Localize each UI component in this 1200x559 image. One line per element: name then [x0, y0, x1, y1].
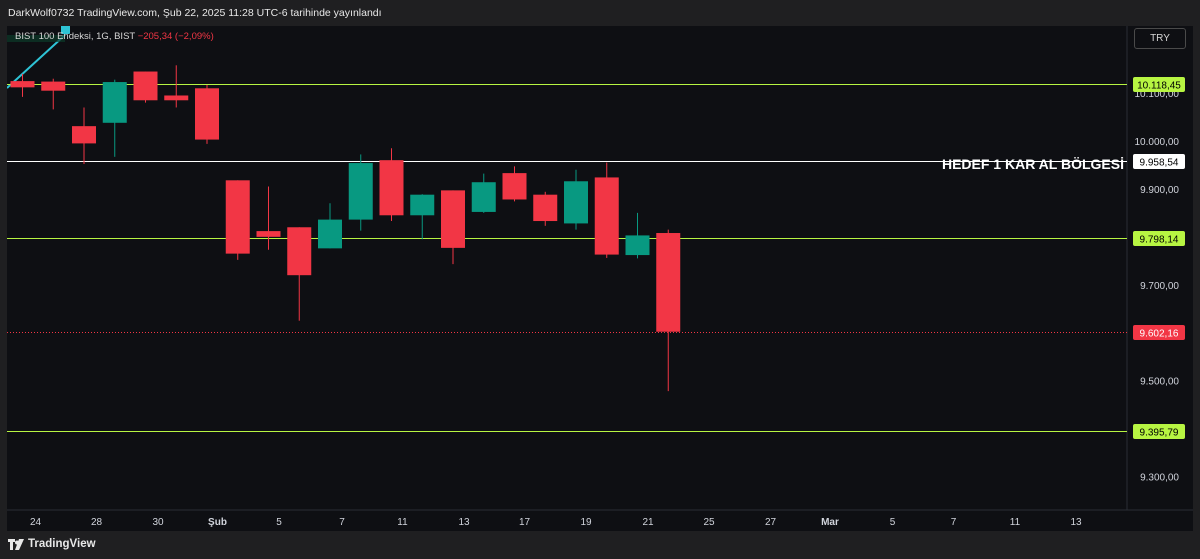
- target-zone-annotation: HEDEF 1 KAR AL BÖLGESİ: [942, 156, 1124, 172]
- x-tick-label: 24: [30, 517, 42, 528]
- level-price-tag: [1133, 424, 1185, 439]
- y-tick-label: 10.100,00: [1135, 89, 1180, 100]
- x-tick-label: 19: [580, 517, 592, 528]
- x-tick-label: Şub: [208, 517, 227, 528]
- y-tick-label: 9.900,00: [1140, 185, 1179, 196]
- candle-body: [471, 182, 496, 212]
- candle-body: [195, 88, 219, 140]
- publication-text: DarkWolf0732 TradingView.com, Şub 22, 20…: [8, 7, 382, 19]
- candle-body: [287, 227, 312, 276]
- indicator-fill: [7, 35, 65, 42]
- legend-symbol: BIST 100 Endeksi, 1G, BIST: [15, 31, 136, 42]
- candle-body: [318, 219, 342, 249]
- y-tick-label: 9.500,00: [1140, 377, 1179, 388]
- x-tick-label: 7: [339, 517, 345, 528]
- level-price-label: 10.118,45: [1137, 81, 1181, 92]
- y-tick-label: 9.300,00: [1140, 472, 1179, 483]
- x-tick-label: 28: [91, 517, 103, 528]
- level-price-label: 9.602,16: [1140, 329, 1179, 340]
- candle-body: [164, 95, 189, 101]
- candle-body: [564, 181, 588, 224]
- chart-legend: BIST 100 Endeksi, 1G, BIST −205,34 (−2,0…: [15, 31, 214, 42]
- publication-header: DarkWolf0732 TradingView.com, Şub 22, 20…: [0, 0, 1200, 26]
- candle-body: [256, 231, 281, 237]
- level-price-label: 9.395,79: [1140, 428, 1179, 439]
- x-tick-label: 11: [397, 517, 408, 528]
- candle-body: [72, 126, 96, 144]
- candle-body: [502, 173, 527, 200]
- footer-brand: TradingView: [28, 538, 96, 550]
- tradingview-logo-icon: [8, 539, 24, 550]
- candle-body: [656, 233, 681, 332]
- x-tick-label: 30: [152, 517, 164, 528]
- price-scale: [1127, 26, 1193, 531]
- candle-body: [441, 190, 465, 248]
- x-tick-label: 21: [642, 517, 654, 528]
- level-price-tag: [1133, 231, 1185, 246]
- x-tick-label: 11: [1010, 517, 1021, 528]
- footer: [0, 532, 1200, 559]
- legend-change: −205,34 (−2,09%): [137, 31, 214, 42]
- candle-body: [10, 81, 35, 88]
- x-tick-label: 13: [458, 517, 470, 528]
- candle-body: [225, 180, 250, 254]
- level-price-tag: [1133, 325, 1185, 340]
- currency-selector[interactable]: TRY: [1134, 28, 1186, 49]
- x-tick-label: 5: [890, 517, 896, 528]
- x-tick-label: Mar: [821, 517, 839, 528]
- y-tick-label: 10.000,00: [1135, 137, 1180, 148]
- candle-body: [533, 194, 558, 222]
- candle-body: [133, 71, 158, 101]
- candlestick-chart[interactable]: 9.300,00 9.500,00 9.700,00 9.900,00 10.000,0…: [7, 26, 1193, 531]
- x-tick-label: 17: [519, 517, 531, 528]
- candle-body: [379, 160, 404, 216]
- candle-body: [348, 163, 373, 220]
- x-tick-label: 25: [703, 517, 715, 528]
- indicator-marker: [61, 26, 70, 34]
- candle-body: [625, 235, 650, 256]
- candle-body: [41, 81, 66, 91]
- level-price-label: 9.798,14: [1140, 235, 1179, 246]
- x-tick-label: 27: [765, 517, 777, 528]
- x-tick-label: 7: [951, 517, 957, 528]
- candle-body: [102, 82, 127, 123]
- x-tick-label: 13: [1070, 517, 1082, 528]
- y-tick-label: 9.700,00: [1140, 281, 1179, 292]
- trend-indicator-line: [7, 34, 66, 89]
- level-price-label: 9.958,54: [1140, 158, 1179, 169]
- x-tick-label: 5: [276, 517, 282, 528]
- level-price-tag: [1133, 154, 1185, 169]
- level-price-tag: [1133, 77, 1185, 92]
- chart-area[interactable]: 9.300,00 9.500,00 9.700,00 9.900,00 10.000,0…: [7, 26, 1193, 531]
- candle-body: [410, 194, 435, 216]
- candle-body: [594, 177, 619, 255]
